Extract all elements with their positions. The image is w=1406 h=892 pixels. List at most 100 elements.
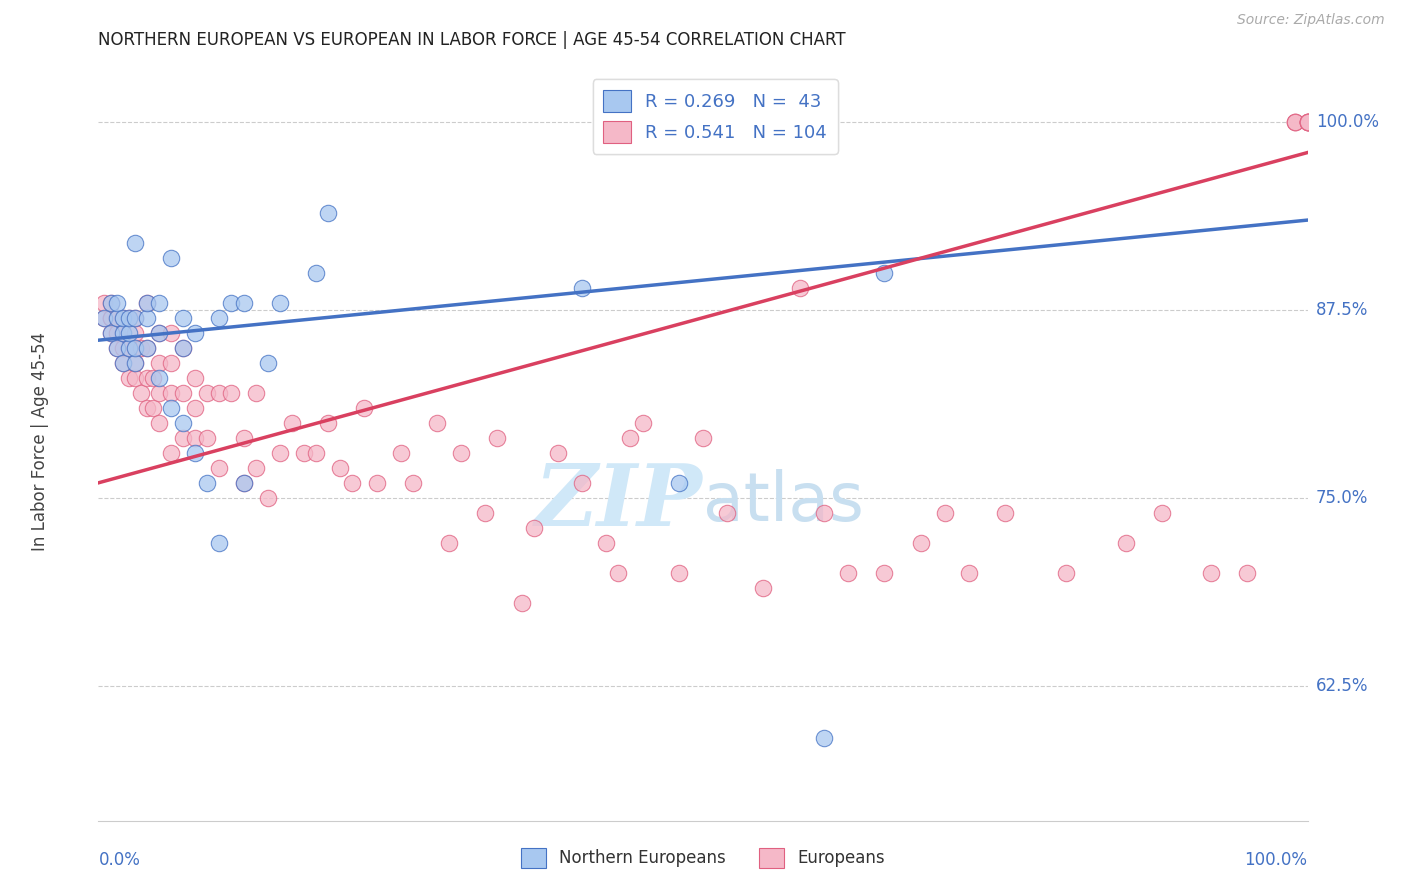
Point: [1152, 506, 1174, 520]
Point: [105, 341, 128, 355]
Point: [172, 341, 194, 355]
Point: [547, 446, 569, 460]
Point: [184, 431, 207, 445]
Point: [118, 310, 141, 325]
Point: [129, 341, 152, 355]
Point: [129, 385, 152, 400]
Point: [172, 310, 194, 325]
Point: [837, 566, 859, 580]
Point: [148, 326, 170, 340]
Text: atlas: atlas: [703, 469, 863, 535]
Point: [571, 475, 593, 490]
Point: [100, 295, 122, 310]
Point: [813, 506, 835, 520]
Point: [118, 326, 141, 340]
Point: [184, 326, 207, 340]
Point: [1199, 566, 1222, 580]
Point: [135, 310, 157, 325]
Point: [105, 326, 128, 340]
Point: [160, 251, 183, 265]
Point: [510, 596, 533, 610]
Legend: Northern Europeans, Europeans: Northern Europeans, Europeans: [515, 841, 891, 875]
Text: NORTHERN EUROPEAN VS EUROPEAN IN LABOR FORCE | AGE 45-54 CORRELATION CHART: NORTHERN EUROPEAN VS EUROPEAN IN LABOR F…: [98, 31, 846, 49]
Point: [118, 341, 141, 355]
Point: [221, 295, 243, 310]
Point: [160, 326, 183, 340]
Point: [607, 566, 630, 580]
Point: [957, 566, 980, 580]
Point: [124, 341, 146, 355]
Point: [245, 460, 267, 475]
Point: [111, 326, 134, 340]
Point: [111, 356, 134, 370]
Point: [148, 385, 170, 400]
Point: [135, 295, 157, 310]
Point: [148, 326, 170, 340]
Point: [305, 446, 328, 460]
Point: [208, 460, 231, 475]
Point: [353, 401, 375, 415]
Point: [105, 310, 128, 325]
Text: ZIP: ZIP: [536, 460, 703, 544]
Point: [93, 295, 115, 310]
Text: 75.0%: 75.0%: [1316, 489, 1368, 507]
Point: [256, 491, 278, 505]
Point: [1296, 115, 1319, 129]
Point: [1284, 115, 1306, 129]
Point: [934, 506, 956, 520]
Point: [366, 475, 388, 490]
Point: [118, 310, 141, 325]
Point: [100, 295, 122, 310]
Point: [232, 431, 254, 445]
Text: 87.5%: 87.5%: [1316, 301, 1368, 319]
Point: [873, 266, 896, 280]
Legend: R = 0.269   N =  43, R = 0.541   N = 104: R = 0.269 N = 43, R = 0.541 N = 104: [592, 79, 838, 153]
Point: [813, 731, 835, 745]
Point: [124, 341, 146, 355]
Point: [195, 385, 218, 400]
Point: [111, 310, 134, 325]
Point: [426, 416, 449, 430]
Point: [269, 446, 291, 460]
Point: [1284, 115, 1306, 129]
Point: [148, 416, 170, 430]
Point: [232, 475, 254, 490]
Point: [1115, 536, 1137, 550]
Point: [111, 356, 134, 370]
Point: [118, 341, 141, 355]
Point: [184, 401, 207, 415]
Point: [474, 506, 496, 520]
Point: [148, 370, 170, 384]
Point: [1296, 115, 1319, 129]
Point: [631, 416, 654, 430]
Point: [1296, 115, 1319, 129]
Point: [245, 385, 267, 400]
Point: [486, 431, 509, 445]
Point: [124, 310, 146, 325]
Point: [1296, 115, 1319, 129]
Point: [329, 460, 352, 475]
Point: [135, 341, 157, 355]
Point: [619, 431, 641, 445]
Point: [148, 356, 170, 370]
Point: [256, 356, 278, 370]
Point: [124, 356, 146, 370]
Point: [316, 416, 339, 430]
Point: [1296, 115, 1319, 129]
Text: Source: ZipAtlas.com: Source: ZipAtlas.com: [1237, 13, 1385, 28]
Point: [105, 341, 128, 355]
Point: [124, 310, 146, 325]
Point: [184, 446, 207, 460]
Point: [184, 370, 207, 384]
Point: [100, 310, 122, 325]
Point: [208, 385, 231, 400]
Point: [437, 536, 460, 550]
Point: [232, 295, 254, 310]
Point: [124, 356, 146, 370]
Point: [111, 310, 134, 325]
Point: [124, 370, 146, 384]
Point: [135, 295, 157, 310]
Point: [160, 356, 183, 370]
Text: In Labor Force | Age 45-54: In Labor Force | Age 45-54: [31, 332, 49, 551]
Point: [571, 280, 593, 294]
